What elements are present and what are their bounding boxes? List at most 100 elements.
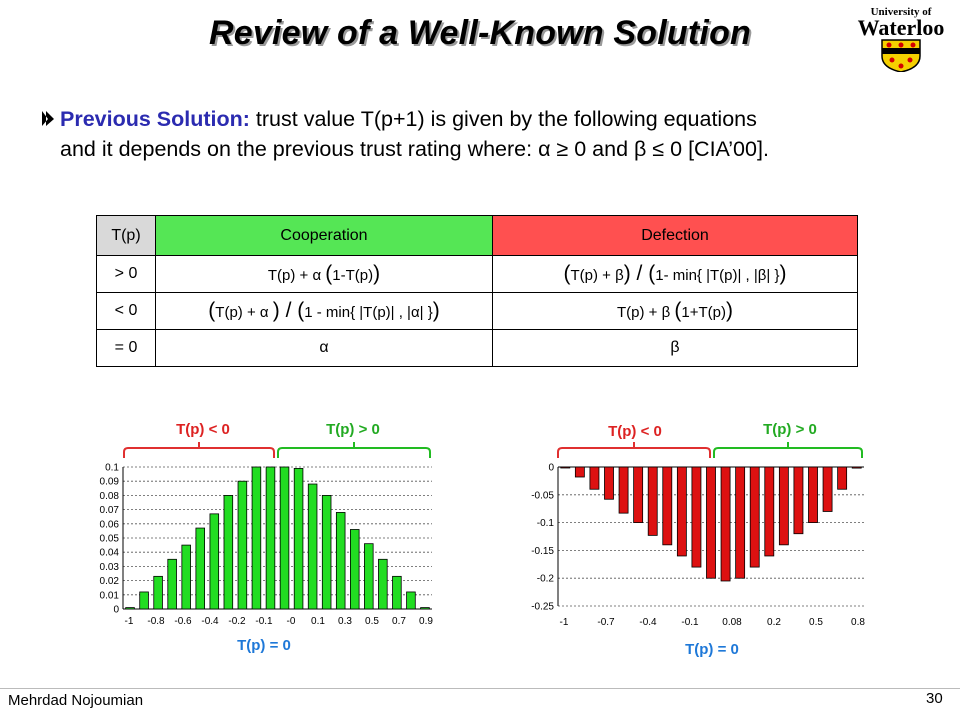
bar	[837, 466, 848, 490]
y-tick-label: -0.15	[531, 546, 554, 557]
plot-area: 0 -0.05 -0.1 -0.15 -0.2 -0.25 -1 -0.7 -0.4 -0.1 0.…	[531, 463, 865, 629]
label-tp-negative: T(p) < 0	[608, 423, 662, 440]
cell-cooperation: α	[155, 329, 493, 367]
bar	[851, 466, 862, 469]
logo-line1: University of	[870, 6, 932, 18]
page-number: 30	[926, 690, 943, 707]
bar	[406, 591, 416, 610]
cell-defection: β	[492, 329, 858, 367]
table-header-tp: T(p)	[96, 215, 156, 256]
table-header-defection: Defection	[492, 215, 858, 256]
bar	[181, 544, 191, 610]
cell-cooperation: (T(p) + α ) / (1 - min{ |T(p)| , |α| })	[155, 292, 493, 330]
y-tick-label: 0.01	[100, 590, 120, 601]
cell-condition: = 0	[96, 329, 156, 367]
table-row: < 0 (T(p) + α ) / (1 - min{ |T(p)| , |α|…	[96, 292, 858, 330]
bar	[778, 466, 789, 546]
label-tp-positive: T(p) > 0	[763, 421, 817, 438]
university-logo: University of Waterloo	[852, 6, 950, 76]
bar	[749, 466, 760, 568]
footer-divider	[0, 688, 960, 689]
x-tick-label: 0.5	[809, 617, 823, 628]
bar	[265, 466, 276, 610]
bar	[364, 543, 374, 610]
x-tick-label: 0.2	[767, 617, 781, 628]
bar	[293, 468, 304, 610]
bracket-positive	[713, 447, 863, 458]
bar	[335, 512, 346, 610]
chart-left: T(p) < 0 T(p) > 0 T(p) = 0 0 0.01 0.02 0.03…	[100, 421, 434, 654]
table-row: = 0 α β	[96, 329, 858, 367]
x-tick-label: -0.8	[147, 616, 165, 627]
cell-defection: T(p) + β (1+T(p))	[492, 292, 858, 330]
crest-icon	[881, 39, 921, 73]
slide-title: Review of a Well-Known Solution	[208, 14, 752, 52]
x-tick-label: -0.4	[201, 616, 219, 627]
y-tick-label: -0.1	[537, 518, 555, 529]
label-tp-zero: T(p) = 0	[685, 641, 739, 658]
bar	[251, 466, 262, 610]
bullet-paragraph: Previous Solution: trust value T(p+1) is…	[40, 104, 950, 164]
y-tick-label: -0.05	[531, 490, 554, 501]
x-tick-label: 0.7	[392, 616, 406, 627]
bracket-negative	[557, 447, 711, 458]
bar	[392, 575, 402, 610]
bar	[125, 607, 135, 610]
y-tick-label: 0.1	[105, 463, 119, 474]
logo-line2: Waterloo	[857, 15, 945, 40]
bullet-text-2: and it depends on the previous trust rat…	[60, 137, 769, 161]
bar	[349, 529, 360, 610]
x-tick-label: -1	[125, 616, 134, 627]
bar	[720, 466, 731, 582]
trust-table: T(p) Cooperation Defection > 0 T(p) + α …	[96, 215, 858, 367]
label-tp-zero: T(p) = 0	[237, 637, 291, 654]
x-tick-label: -0.1	[681, 617, 699, 628]
table-header-row: T(p) Cooperation Defection	[96, 215, 858, 256]
x-tick-label: -0.1	[255, 616, 273, 627]
bar	[662, 466, 673, 546]
bar	[808, 466, 818, 523]
bar	[237, 480, 248, 610]
bar	[560, 466, 571, 469]
table-row: > 0 T(p) + α (1-T(p)) (T(p) + β) / (1- m…	[96, 255, 858, 293]
label-tp-positive: T(p) > 0	[326, 421, 380, 438]
x-tick-label: 0.8	[851, 617, 865, 628]
bar	[691, 466, 702, 568]
bar	[195, 527, 206, 610]
bar	[735, 466, 746, 579]
x-tick-label: 0.5	[365, 616, 379, 627]
y-tick-label: 0.08	[100, 491, 120, 502]
y-tick-label: 0	[113, 605, 119, 616]
bar	[321, 495, 332, 610]
bullet-text-1: trust value T(p+1) is given by the follo…	[255, 107, 757, 131]
x-tick-label: -0	[287, 616, 296, 627]
x-tick-label: 0.08	[722, 617, 742, 628]
x-tick-label: -0.6	[174, 616, 192, 627]
y-tick-label: 0.05	[100, 534, 120, 545]
x-tick-label: -0.4	[639, 617, 657, 628]
y-tick-label: -0.2	[537, 574, 555, 585]
label-tp-negative: T(p) < 0	[176, 421, 230, 438]
y-tick-label: 0.04	[100, 548, 120, 559]
cell-cooperation: T(p) + α (1-T(p))	[155, 255, 493, 293]
x-tick-label: 0.9	[419, 616, 433, 627]
bullet-heading: Previous Solution:	[60, 107, 250, 131]
bar	[589, 466, 600, 490]
bullet-arrow-icon	[42, 111, 54, 126]
y-tick-label: -0.25	[531, 602, 554, 613]
bar	[209, 513, 220, 610]
x-tick-label: -1	[560, 617, 569, 628]
bar	[574, 466, 585, 478]
table-header-cooperation: Cooperation	[155, 215, 493, 256]
bar	[420, 607, 430, 610]
footer-author: Mehrdad Nojoumian	[8, 692, 144, 709]
y-tick-label: 0.02	[100, 576, 120, 587]
y-tick-label: 0	[548, 463, 554, 474]
bar	[633, 466, 644, 523]
cell-condition: > 0	[96, 255, 156, 293]
x-tick-label: -0.7	[597, 617, 615, 628]
bracket-positive	[277, 447, 431, 458]
bar	[822, 466, 833, 512]
bar	[618, 466, 629, 514]
cell-defection: (T(p) + β) / (1- min{ |T(p)| , |β| })	[492, 255, 858, 293]
